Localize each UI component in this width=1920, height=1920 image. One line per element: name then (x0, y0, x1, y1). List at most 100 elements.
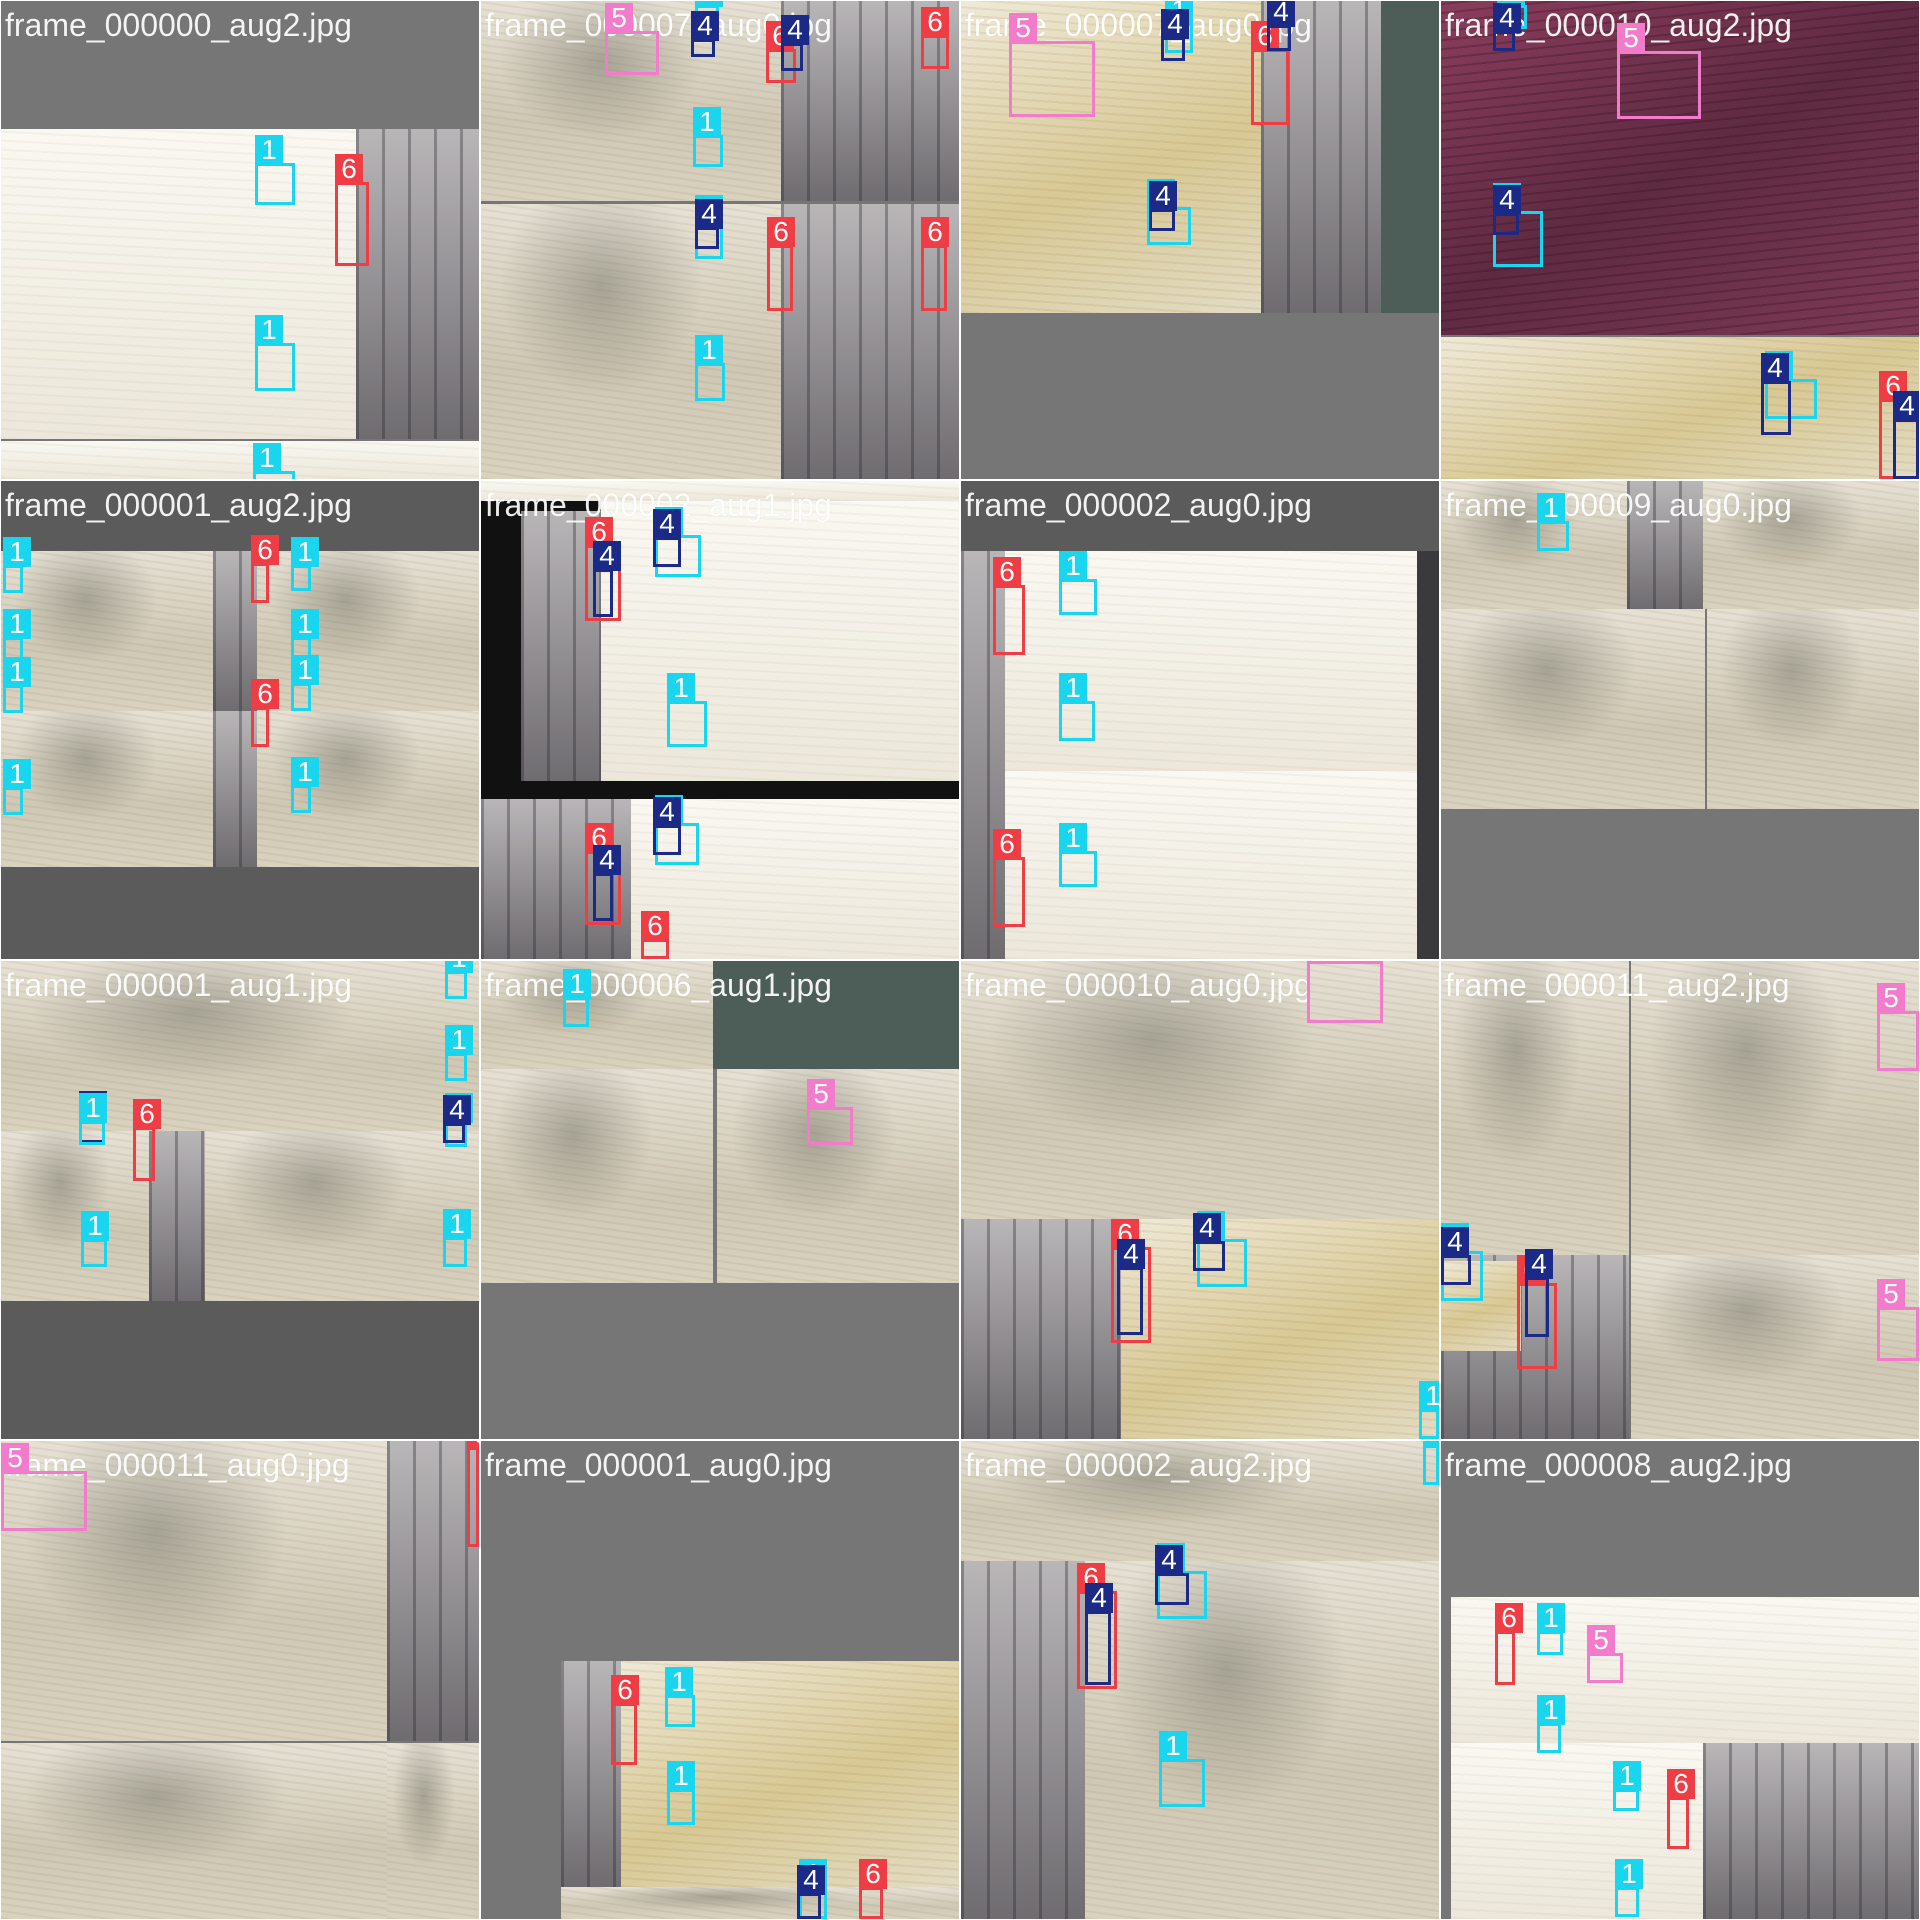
box-class-tag: 1 (667, 1761, 695, 1791)
box-class-tag: 5 (1009, 13, 1037, 43)
box-class-tag: 1 (667, 673, 695, 703)
detection-box-class-1: 1 (81, 1211, 109, 1267)
chair-region (961, 1561, 1085, 1919)
box-class-tag: 1 (1537, 1695, 1565, 1725)
chair-region (961, 551, 1005, 959)
detection-box-class-1: 1 (1537, 493, 1569, 551)
detection-box-class-1: 1 (1059, 673, 1095, 741)
table-surface (1703, 481, 1919, 609)
padding-region (1441, 809, 1919, 959)
box-class-tag: 6 (859, 1859, 887, 1889)
table-surface (1441, 961, 1629, 1255)
box-class-tag: 1 (253, 443, 281, 473)
box-class-tag: 1 (1159, 1731, 1187, 1761)
box-class-tag: 4 (1525, 1249, 1553, 1279)
table-surface (1707, 609, 1919, 809)
tile-label: frame_000002_aug2.jpg (965, 1447, 1312, 1483)
detection-box-class-4: 4 (691, 11, 719, 57)
table-surface (1121, 1219, 1439, 1439)
detection-box-class-1: 1 (1537, 1603, 1565, 1655)
mosaic-tile: frame_000006_aug1.jpg 1 5 (481, 961, 959, 1439)
chair-region (387, 1441, 479, 1741)
wall-region (1381, 1, 1439, 313)
box-class-tag: 5 (1, 1443, 29, 1473)
detection-box-class-4: 4 (1267, 1, 1295, 51)
detection-box-class-4: 4 (1525, 1249, 1553, 1337)
table-surface (481, 481, 959, 501)
box-class-tag: 6 (611, 1675, 639, 1705)
detection-box-class-4: 4 (1149, 181, 1177, 231)
box-class-tag: 6 (921, 217, 949, 247)
box-class-tag: 1 (255, 135, 283, 165)
box-class-tag: 4 (1267, 1, 1295, 27)
box-class-tag: 1 (291, 537, 319, 567)
detection-box-class-6: 6 (335, 154, 369, 266)
chair-region (481, 799, 631, 959)
table-surface (1451, 1597, 1919, 1743)
detection-box-class-1: 1 (563, 969, 591, 1027)
detection-box-class-4: 4 (1155, 1545, 1189, 1605)
box-class-tag: 5 (605, 3, 633, 33)
detection-box-class-4: 4 (1761, 353, 1791, 435)
detection-box-class-6: 6 (1667, 1769, 1695, 1849)
box-class-tag: 4 (695, 199, 723, 229)
detection-box-class-5: 5 (1307, 961, 1383, 1023)
box-class-tag: 5 (1617, 23, 1645, 53)
detection-box-class-1: 1 (1615, 1859, 1643, 1917)
table-surface (1, 551, 213, 711)
tile-label: frame_000009_aug0.jpg (1445, 487, 1792, 523)
chair-region (213, 711, 257, 867)
box-class-tag: 1 (1613, 1761, 1641, 1791)
table-surface (1, 129, 361, 439)
padding-region (1, 1301, 479, 1439)
mosaic-tile: frame_000011_aug0.jpg 5 6 (1, 1441, 479, 1919)
padding-region (481, 1661, 561, 1919)
box-class-tag: 5 (1587, 1625, 1615, 1655)
detection-box-class-4: 4 (797, 1865, 825, 1919)
table-surface (631, 799, 959, 959)
detection-box-class-1: 1 (3, 537, 31, 593)
box-class-tag: 4 (797, 1865, 825, 1895)
box-class-tag: 4 (1493, 185, 1521, 215)
table-surface (1085, 1561, 1439, 1919)
box-class-tag: 4 (781, 15, 809, 45)
detection-box-class-6: 6 (921, 217, 949, 311)
mosaic-tile: frame_000008_aug2.jpg 6 1 5 1 1 6 1 (1441, 1441, 1919, 1919)
box-class-tag: 1 (1059, 823, 1087, 853)
table-surface (601, 501, 959, 781)
detection-box-class-6: 6 (251, 679, 279, 747)
box-class-tag: 1 (79, 1093, 107, 1123)
chair-region (961, 1219, 1121, 1439)
tile-label: frame_000010_aug0.jpg (965, 967, 1312, 1003)
box-class-tag: 1 (443, 1209, 471, 1239)
tile-label: frame_000006_aug1.jpg (485, 967, 832, 1003)
tile-label: frame_000001_aug0.jpg (485, 1447, 832, 1483)
padding-region (1441, 1597, 1451, 1919)
detection-box-class-6: 6 (641, 911, 669, 959)
detection-box-class-1: 1 (255, 135, 295, 205)
box-class-tag: 1 (255, 315, 283, 345)
box-class-tag: 1 (291, 609, 319, 639)
padding-region (1441, 1441, 1919, 1597)
detection-box-class-1: 1 (1613, 1761, 1641, 1811)
padding-region (961, 481, 1439, 551)
table-surface (205, 1131, 479, 1301)
chair-region (149, 1131, 205, 1301)
box-class-tag: 1 (81, 1211, 109, 1241)
detection-box-class-4: 4 (1493, 3, 1521, 51)
wall-region (713, 961, 959, 1069)
table-surface (481, 1069, 713, 1283)
box-class-tag: 1 (445, 961, 473, 973)
tile-label: frame_000002_aug0.jpg (965, 487, 1312, 523)
detection-box-class-6: 6 (611, 1675, 639, 1765)
table-surface (717, 1069, 959, 1283)
detection-box-class-6: 6 (1251, 21, 1289, 125)
box-class-tag: 4 (653, 509, 681, 539)
detection-box-class-5: 5 (1617, 23, 1701, 119)
detection-box-class-4: 4 (1441, 1227, 1471, 1285)
table-surface (1441, 1, 1919, 335)
detection-box-class-1: 1 (3, 657, 31, 713)
mosaic-tile: frame_000007_aug0.jpg 5 1 4 6 4 1 4 (961, 1, 1439, 479)
box-class-tag: 1 (3, 537, 31, 567)
detection-box-class-5: 5 (605, 3, 659, 75)
